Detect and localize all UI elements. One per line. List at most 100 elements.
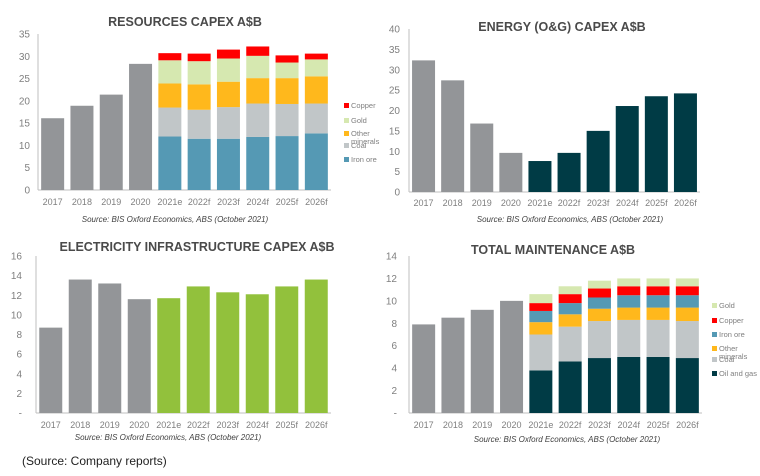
x-tick-label: 2021e bbox=[156, 420, 181, 430]
x-tick-label: 2018 bbox=[443, 420, 463, 430]
x-tick-label: 2024f bbox=[246, 197, 269, 207]
maintenance-chart: TOTAL MAINTENANCE A$B - 2 4 6 8 10 12 14 2017 2018… bbox=[380, 230, 760, 460]
electricity-capex-chart: ELECTRICITY INFRASTRUCTURE CAPEX A$B - 2 4 6… bbox=[0, 230, 380, 460]
bar-2023f bbox=[216, 292, 240, 413]
bar-segment-copper-2023f bbox=[587, 288, 611, 298]
bar-2020 bbox=[500, 300, 524, 413]
legend-label-copper: Copper bbox=[351, 101, 376, 110]
bar-2018 bbox=[441, 317, 465, 413]
bar-segment-other-minerals-2021e bbox=[529, 322, 553, 335]
bar-segment-iron-ore-2026f bbox=[304, 133, 328, 190]
y-tick-label: 35 bbox=[389, 45, 401, 56]
y-tick-label: 0 bbox=[24, 186, 30, 197]
legend-label-oil-and-gas: Oil and gas bbox=[719, 369, 757, 378]
bar-segment-iron-ore-2024f bbox=[617, 295, 641, 308]
x-tick-label: 2025f bbox=[645, 198, 668, 208]
legend-label-other-minerals: Other bbox=[351, 129, 370, 138]
x-tick-label: 2021e bbox=[527, 198, 552, 208]
bar-2022f bbox=[186, 286, 210, 413]
y-tick-label: 12 bbox=[11, 291, 23, 302]
x-tick-label: 2018 bbox=[72, 197, 92, 207]
y-tick-label: 40 bbox=[389, 25, 401, 36]
y-tick-label: 25 bbox=[389, 86, 401, 97]
bar-segment-copper-2026f bbox=[304, 53, 328, 60]
chart-title: TOTAL MAINTENANCE A$B bbox=[471, 243, 635, 257]
bar-2023f bbox=[586, 130, 610, 192]
bar-segment-oil-and-gas-2022f bbox=[558, 361, 582, 413]
bar-segment-iron-ore-2021e bbox=[158, 136, 182, 190]
bar-segment-coal-2022f bbox=[187, 109, 211, 139]
bar-2024f bbox=[615, 106, 639, 192]
bar-segment-copper-2024f bbox=[617, 286, 641, 296]
bar-segment-coal-2025f bbox=[646, 319, 670, 357]
bar-segment-iron-ore-2025f bbox=[275, 136, 299, 190]
bar-segment-coal-2024f bbox=[246, 103, 270, 137]
bar-segment-other-minerals-2026f bbox=[304, 76, 328, 104]
x-tick-label: 2022f bbox=[558, 198, 581, 208]
bar-segment-copper-2021e bbox=[158, 53, 182, 61]
y-tick-label: - bbox=[394, 409, 397, 420]
bar-segment-coal-2021e bbox=[529, 334, 553, 371]
bar-2017 bbox=[412, 324, 436, 413]
bar-2026f bbox=[304, 279, 328, 413]
y-tick-label: 15 bbox=[19, 119, 31, 130]
y-tick-label: 20 bbox=[389, 106, 401, 117]
chart-title: ENERGY (O&G) CAPEX A$B bbox=[478, 20, 645, 34]
bar-segment-gold-2022f bbox=[558, 286, 582, 295]
x-tick-label: 2023f bbox=[588, 420, 611, 430]
x-tick-label: 2022f bbox=[187, 420, 210, 430]
x-tick-label: 2020 bbox=[501, 198, 521, 208]
footnote: (Source: Company reports) bbox=[22, 454, 167, 468]
bar-segment-coal-2025f bbox=[275, 103, 299, 137]
bar-segment-gold-2021e bbox=[529, 294, 553, 304]
y-tick-label: 12 bbox=[386, 274, 398, 285]
y-tick-label: - bbox=[19, 409, 22, 420]
bar-segment-gold-2023f bbox=[587, 280, 611, 289]
y-tick-label: 2 bbox=[16, 389, 22, 400]
x-tick-label: 2025f bbox=[276, 197, 299, 207]
bar-2020 bbox=[499, 152, 523, 192]
legend-label-other-minerals-line2: minerals bbox=[351, 137, 380, 146]
legend-swatch-other-minerals bbox=[344, 131, 349, 136]
bar-segment-other-minerals-2023f bbox=[587, 308, 611, 322]
bar-segment-gold-2024f bbox=[617, 278, 641, 287]
bar-segment-gold-2025f bbox=[646, 278, 670, 287]
bar-segment-other-minerals-2025f bbox=[275, 78, 299, 104]
bar-2026f bbox=[673, 93, 697, 192]
legend-swatch-iron-ore bbox=[712, 332, 717, 337]
bar-segment-other-minerals-2024f bbox=[246, 78, 270, 104]
y-tick-label: 8 bbox=[16, 330, 22, 341]
bar-2024f bbox=[245, 294, 269, 413]
bar-segment-gold-2025f bbox=[275, 62, 299, 79]
legend-swatch-other-minerals bbox=[712, 346, 717, 351]
bar-2018 bbox=[441, 80, 465, 192]
bar-2025f bbox=[644, 96, 668, 192]
y-tick-label: 10 bbox=[389, 147, 401, 158]
y-tick-label: 0 bbox=[394, 188, 400, 199]
x-tick-label: 2017 bbox=[43, 197, 63, 207]
bar-segment-iron-ore-2026f bbox=[675, 295, 699, 308]
electricity-capex-svg: ELECTRICITY INFRASTRUCTURE CAPEX A$B - 2 4 6… bbox=[11, 240, 335, 442]
x-tick-label: 2026f bbox=[676, 420, 699, 430]
maintenance-svg: TOTAL MAINTENANCE A$B - 2 4 6 8 10 12 14 2017 2018… bbox=[386, 243, 757, 444]
legend-label-coal: Coal bbox=[719, 355, 735, 364]
x-tick-label: 2024f bbox=[246, 420, 269, 430]
chart-source: Source: BIS Oxford Economics, ABS (Octob… bbox=[477, 215, 664, 224]
bar-segment-oil-and-gas-2025f bbox=[646, 356, 670, 413]
legend-label-iron-ore: Iron ore bbox=[351, 155, 377, 164]
energy-capex-chart: ENERGY (O&G) CAPEX A$B 0 5 10 15 20 25 30 35 40 20… bbox=[380, 0, 760, 230]
x-tick-label: 2019 bbox=[100, 420, 120, 430]
bar-segment-coal-2026f bbox=[304, 103, 328, 134]
resources-capex-svg: RESOURCES CAPEX A$B 0 5 10 15 20 25 30 35 2017 201… bbox=[19, 15, 380, 224]
bar-segment-iron-ore-2024f bbox=[246, 136, 270, 190]
bar-segment-iron-ore-2025f bbox=[646, 295, 670, 308]
y-tick-label: 14 bbox=[11, 271, 23, 282]
y-tick-label: 8 bbox=[391, 319, 397, 330]
x-tick-label: 2026f bbox=[674, 198, 697, 208]
y-tick-label: 14 bbox=[386, 252, 398, 263]
bar-2020 bbox=[127, 299, 151, 413]
x-tick-label: 2019 bbox=[472, 198, 492, 208]
bar-2018 bbox=[70, 105, 94, 190]
x-tick-label: 2017 bbox=[414, 198, 434, 208]
x-tick-label: 2024f bbox=[616, 198, 639, 208]
